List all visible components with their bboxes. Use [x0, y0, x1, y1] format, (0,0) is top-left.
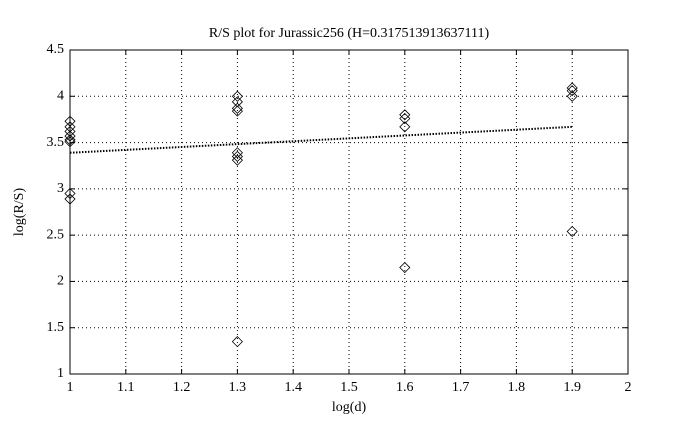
y-axis-label: log(R/S) — [12, 188, 27, 237]
point — [64, 130, 76, 142]
x-axis-label: log(d) — [332, 400, 367, 415]
plot-frame — [69, 49, 629, 375]
point — [64, 134, 76, 146]
x-tick-label: 1.5 — [340, 380, 358, 395]
point — [566, 85, 578, 97]
y-tick-label: 2 — [57, 274, 64, 289]
point — [231, 147, 243, 159]
x-tick-label: 1.1 — [117, 380, 135, 395]
x-tick-label: 1.8 — [508, 380, 526, 395]
point — [399, 261, 411, 274]
point — [231, 90, 243, 102]
x-tick-label: 1 — [67, 380, 74, 395]
x-tick-label: 1.6 — [396, 380, 414, 395]
chart-title: R/S plot for Jurassic256 (H=0.3175139136… — [209, 26, 490, 41]
point — [566, 82, 578, 94]
y-tick-label: 3.5 — [47, 135, 65, 150]
point — [231, 102, 243, 114]
x-tick-label: 1.9 — [563, 380, 581, 395]
point — [64, 193, 76, 205]
point — [64, 187, 76, 200]
point — [231, 154, 243, 166]
point — [566, 225, 578, 238]
x-tick-label: 1.3 — [229, 380, 247, 395]
point — [231, 96, 243, 108]
point — [399, 121, 411, 133]
point — [64, 136, 76, 148]
y-tick-label: 1 — [57, 366, 64, 381]
y-tick-label: 4.5 — [47, 42, 65, 57]
y-tick-label: 1.5 — [47, 320, 65, 335]
x-tick-label: 2 — [625, 380, 632, 395]
point — [64, 121, 76, 133]
point — [399, 112, 411, 125]
x-tick-label: 1.7 — [452, 380, 470, 395]
y-tick-label: 4 — [57, 89, 64, 104]
y-tick-label: 3 — [57, 181, 64, 196]
y-tick-label: 2.5 — [47, 227, 65, 242]
point — [231, 336, 243, 348]
point — [231, 105, 243, 117]
point — [399, 109, 411, 121]
x-tick-label: 1.4 — [284, 380, 302, 395]
x-tick-label: 1.2 — [173, 380, 191, 395]
point — [566, 90, 578, 102]
point — [231, 150, 243, 163]
